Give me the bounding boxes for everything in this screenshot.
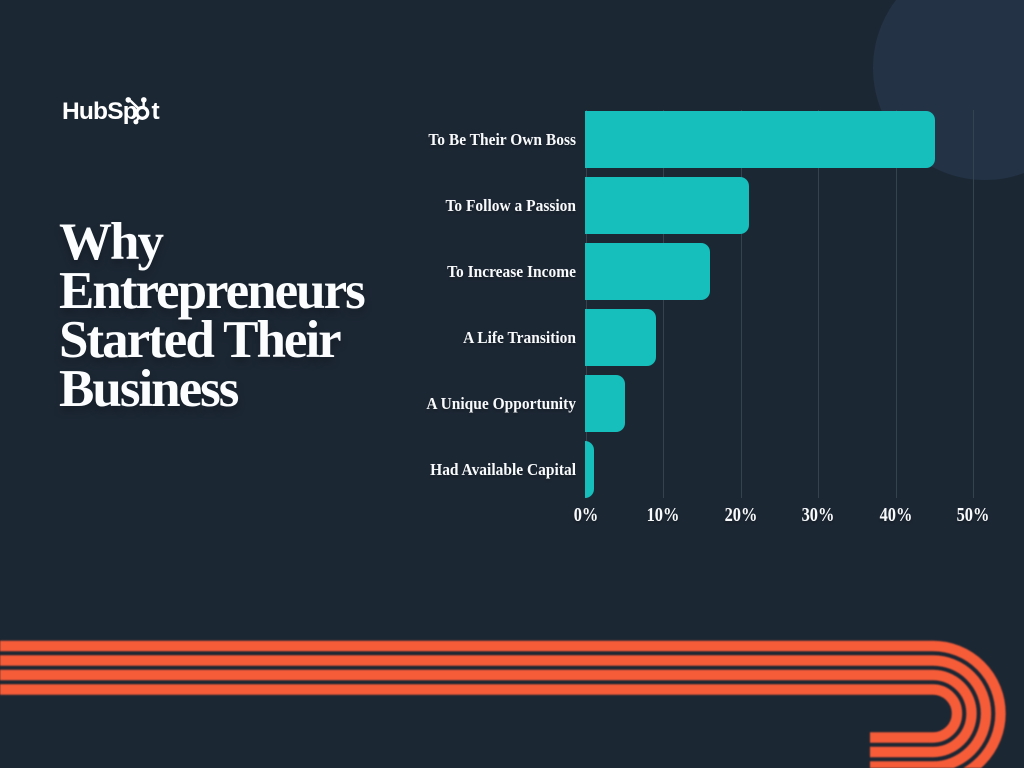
svg-text:HubSp: HubSp xyxy=(62,98,137,125)
svg-text:t: t xyxy=(152,98,160,125)
